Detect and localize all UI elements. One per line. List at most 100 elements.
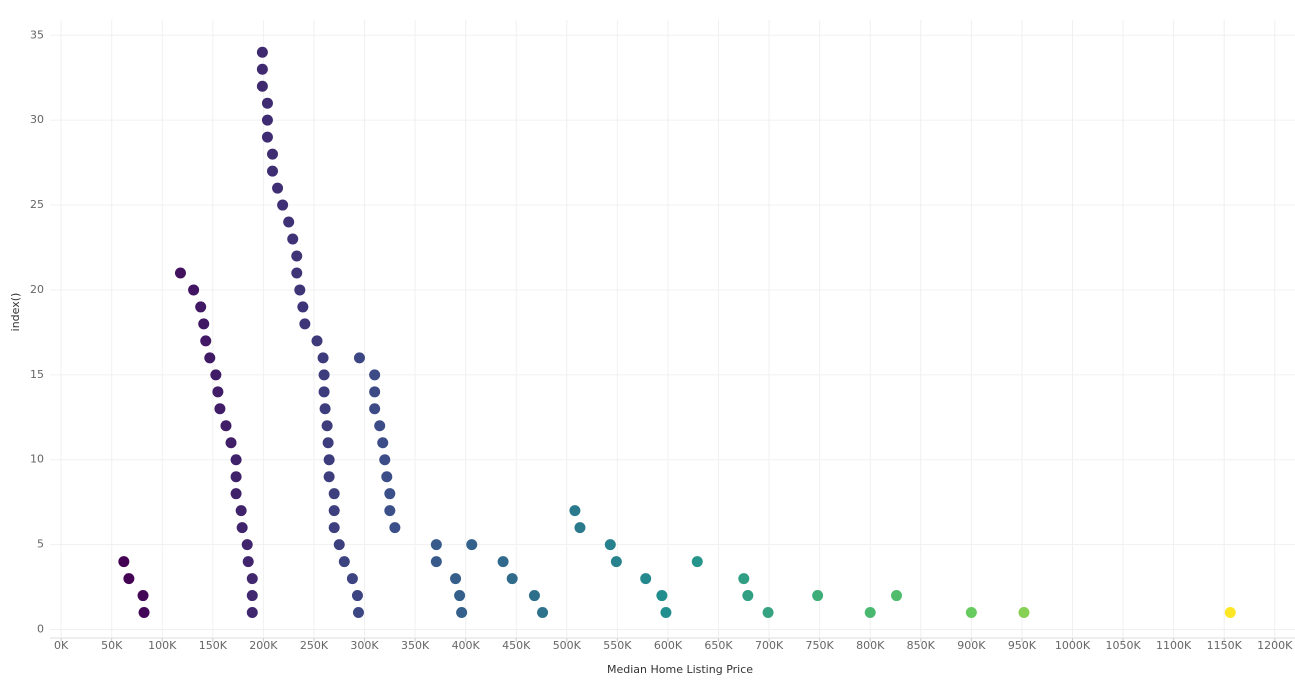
point [318,369,330,381]
point [738,573,750,585]
point [691,556,703,568]
point [1018,607,1030,619]
x-tick-label: 700K [755,639,784,652]
point [200,335,212,347]
x-tick-label: 550K [603,639,632,652]
point [604,539,616,551]
point [454,590,466,602]
point [497,556,509,568]
point [389,522,401,534]
point [374,420,386,432]
x-tick-label: 1200K [1257,639,1293,652]
point [277,199,289,211]
x-tick-label: 1000K [1055,639,1091,652]
y-tick-label: 30 [30,113,44,126]
point [299,318,311,330]
point [656,590,668,602]
point [241,539,253,551]
point [287,233,299,245]
y-tick-label: 10 [30,453,44,466]
x-tick-label: 1050K [1105,639,1141,652]
point [528,590,540,602]
point [246,590,258,602]
point [256,46,268,58]
point [506,573,518,585]
point [322,437,334,449]
x-tick-label: 200K [249,639,278,652]
point [188,284,200,296]
point [466,539,478,551]
point [338,556,350,568]
x-tick-label: 800K [856,639,885,652]
point [323,454,335,466]
point [742,590,754,602]
y-tick-label: 0 [37,623,44,636]
point [198,318,210,330]
point [864,607,876,619]
point [377,437,389,449]
point [346,573,358,585]
point [537,607,549,619]
x-tick-label: 1100K [1156,639,1192,652]
point [123,573,135,585]
x-tick-label: 500K [553,639,582,652]
point [256,63,268,75]
point [137,590,149,602]
point [283,216,295,228]
point [353,352,365,364]
point [272,182,284,194]
point [195,301,207,313]
point [369,386,381,398]
point [118,556,130,568]
point [256,80,268,92]
point [321,420,333,432]
point [333,539,345,551]
point [569,505,581,517]
point [352,607,364,619]
point [212,386,224,398]
point [379,454,391,466]
x-tick-label: 350K [401,639,430,652]
point [261,97,273,109]
point [297,301,309,313]
point [225,437,237,449]
point [267,148,279,160]
point [574,522,586,534]
point [319,403,331,415]
point [204,352,216,364]
point [328,505,340,517]
x-tick-label: 1150K [1207,639,1243,652]
point [456,607,468,619]
point [762,607,774,619]
point [311,335,323,347]
point [384,505,396,517]
point [261,131,273,143]
point [640,573,652,585]
point [1224,607,1236,619]
point [210,369,222,381]
point [230,488,242,500]
point [174,267,186,279]
y-tick-label: 25 [30,198,44,211]
point [430,556,442,568]
point [235,505,247,517]
y-tick-label: 20 [30,283,44,296]
x-tick-label: 950K [1008,639,1037,652]
x-axis-label: Median Home Listing Price [607,663,753,676]
point [610,556,622,568]
point [317,352,329,364]
point [384,488,396,500]
point [246,573,258,585]
x-tick-label: 400K [452,639,481,652]
point [261,114,273,126]
point [891,590,903,602]
point [230,454,242,466]
point [214,403,226,415]
x-tick-label: 750K [806,639,835,652]
point [267,165,279,177]
point [220,420,232,432]
y-tick-label: 35 [30,28,44,41]
point [138,607,150,619]
x-tick-label: 0K [54,639,69,652]
